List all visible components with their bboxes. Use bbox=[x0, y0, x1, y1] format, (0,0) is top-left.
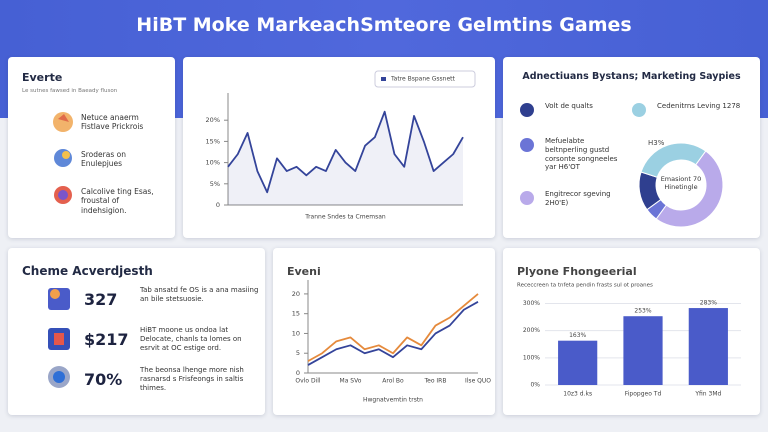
y-tick-label: 20 bbox=[292, 290, 300, 298]
x-tick-label: Yfin 3Md bbox=[694, 391, 721, 398]
center-text: Emasiont 70 Hinetingle bbox=[660, 175, 702, 192]
icon bbox=[54, 149, 72, 167]
chart-title: Plyone Fhongeerial bbox=[517, 265, 637, 278]
icon bbox=[62, 151, 70, 159]
icon bbox=[53, 371, 65, 383]
x-tick-label: 10z3 d.ks bbox=[563, 391, 592, 398]
y-tick-label: 0 bbox=[296, 369, 300, 377]
pie-card: H3% Adnectiuans Bystans; Marketing Saypi… bbox=[503, 57, 760, 238]
donut-slice bbox=[640, 142, 707, 178]
x-tick-label: Fipopgeo Td bbox=[625, 391, 662, 398]
event-item: Calcolive ting Esas, froustal of indehsi… bbox=[81, 187, 154, 215]
y-tick-label: 10 bbox=[292, 329, 300, 337]
annotation: H3% bbox=[648, 139, 665, 147]
value-label: 253% bbox=[634, 308, 651, 315]
event-item: Netuce anaerm Fistlave Prickrois bbox=[81, 113, 144, 132]
legend-swatch bbox=[520, 138, 534, 152]
bar bbox=[558, 340, 598, 385]
icons bbox=[48, 288, 70, 388]
x-tick-label: Arol Bo bbox=[382, 378, 404, 385]
stat-text: HiBT moone us ondoa lat Delocate, chanls… bbox=[140, 326, 242, 352]
chart-subtitle: Receccreen ta tnfeta pendin frasts sul o… bbox=[517, 283, 653, 289]
legend-label: Mefuelabte beltnperling gustd corsonte s… bbox=[545, 137, 618, 172]
line-series bbox=[307, 293, 479, 362]
stats-card: Cheme Acverdjesth 327 Tab ansatd fe OS is… bbox=[8, 248, 265, 415]
legend-box bbox=[374, 70, 476, 88]
stat-value: 70% bbox=[84, 370, 123, 389]
stat-text: Tab ansatd fe OS is a ana masiing an bil… bbox=[140, 286, 259, 303]
x-tick-label: Ilse QUO bbox=[465, 378, 491, 385]
x-tick-label: Ovlo Dill bbox=[295, 378, 320, 385]
events-card: Everte Le sutnes fawsed in Baeady fluson… bbox=[8, 57, 175, 238]
event-item: Sroderas on Enulepjues bbox=[81, 150, 126, 169]
y-tick-label: 0% bbox=[530, 382, 540, 389]
bar-card: Plyone Fhongeerial Receccreen ta tnfeta p… bbox=[503, 248, 760, 415]
x-tick-label: Ma SVo bbox=[340, 378, 362, 385]
line-series bbox=[307, 301, 479, 366]
value-label: 163% bbox=[569, 332, 586, 339]
value-label: 283% bbox=[700, 300, 717, 307]
y-tick-label: 15% bbox=[206, 137, 220, 145]
y-tick-label: 20% bbox=[206, 116, 220, 124]
line-card: Eveni 0 5 10 15 20 Ovlo Dill Ma SVo Arol Bo Teo I… bbox=[273, 248, 495, 415]
legend-label: Volt de qualts bbox=[545, 102, 593, 110]
line-chart: Eveni 0 5 10 15 20 Ovlo Dill Ma SVo Arol Bo Teo I… bbox=[287, 265, 491, 404]
stat-text: The beonsa lhenge more nish rasnarsd s F… bbox=[140, 366, 244, 392]
bar bbox=[688, 308, 728, 385]
y-tick-label: 5% bbox=[210, 180, 220, 188]
legend-swatch bbox=[632, 103, 646, 117]
line-chart: 0 5% 10% 15% 20% Tranne Sndes ta Cmemsan Tatre… bbox=[206, 70, 476, 221]
donut-slice bbox=[655, 150, 724, 228]
stat-value: 327 bbox=[84, 290, 118, 309]
icon bbox=[58, 190, 68, 200]
legend-swatch bbox=[381, 77, 386, 81]
icon bbox=[53, 112, 73, 132]
y-tick-label: 0 bbox=[216, 201, 220, 209]
y-tick-label: 15 bbox=[292, 310, 300, 318]
line-series bbox=[227, 110, 464, 194]
card-subtitle: Le sutnes fawsed in Baeady fluson bbox=[22, 88, 118, 94]
stat-value: $217 bbox=[84, 330, 129, 349]
chart-title: Adnectiuans Bystans; Marketing Saypies bbox=[522, 71, 741, 82]
y-tick-label: 300% bbox=[523, 300, 540, 307]
icon bbox=[58, 114, 69, 122]
y-tick-label: 200% bbox=[523, 327, 540, 334]
legend-label: Tatre Bspane Gssnett bbox=[390, 76, 456, 83]
icon bbox=[54, 333, 64, 345]
page-title: HiBT Moke MarkeachSmteore Gelmtins Games bbox=[136, 14, 632, 36]
card-title: Everte bbox=[22, 71, 63, 84]
bar bbox=[623, 316, 663, 385]
y-tick-label: 100% bbox=[523, 354, 540, 361]
line-area bbox=[228, 111, 463, 205]
y-tick-label: 5 bbox=[296, 349, 300, 357]
x-axis-label: Hwgnatvemtin trstn bbox=[363, 397, 423, 404]
legend-swatch bbox=[520, 103, 534, 117]
bar-chart: Plyone Fhongeerial Receccreen ta tnfeta p… bbox=[517, 265, 741, 398]
legend-label: Cedenitrns Leving 1278 bbox=[657, 102, 741, 110]
icon bbox=[50, 289, 60, 299]
chart-title: Eveni bbox=[287, 265, 321, 278]
line-card: 0 5% 10% 15% 20% Tranne Sndes ta Cmemsan Tatre… bbox=[183, 57, 495, 238]
icons bbox=[53, 112, 73, 204]
y-tick-label: 10% bbox=[206, 159, 220, 167]
card-title: Cheme Acverdjesth bbox=[22, 264, 153, 278]
donut-chart: H3% bbox=[520, 103, 724, 228]
x-tick-label: Teo IRB bbox=[424, 378, 447, 385]
x-axis-label: Tranne Sndes ta Cmemsan bbox=[304, 214, 386, 221]
legend-label: Engitrecor sgeving 2H0'E) bbox=[545, 190, 611, 207]
legend-swatch bbox=[520, 191, 534, 205]
